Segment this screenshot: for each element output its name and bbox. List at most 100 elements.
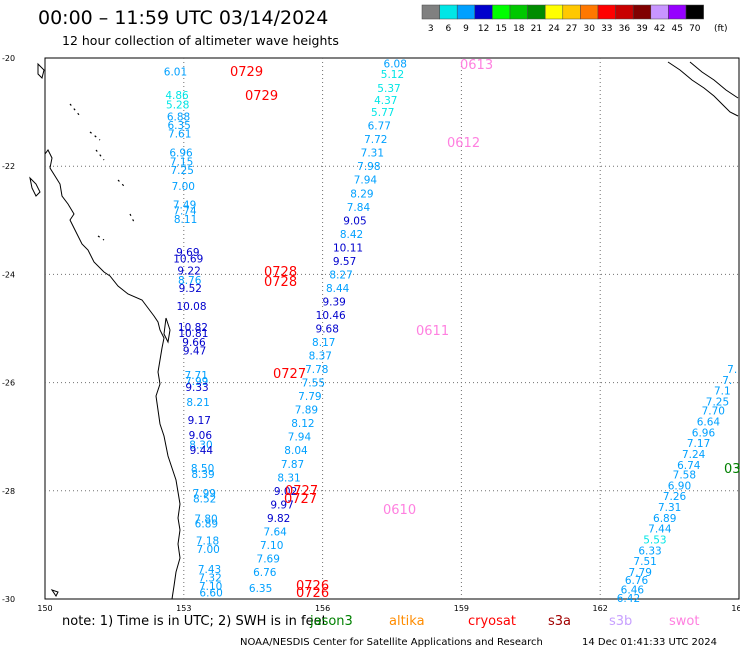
wave-height-label: 6.64 (697, 417, 721, 429)
lon-label: 153 (176, 604, 191, 613)
wave-height-label: 8.50 (191, 463, 214, 475)
scale-label: 15 (495, 24, 506, 34)
scale-label: 6 (446, 24, 452, 34)
wave-height-label: 6.77 (368, 121, 391, 133)
mission-s3a: s3a (548, 614, 571, 629)
lat-label: -20 (2, 54, 15, 63)
wave-height-label: 7.94 (288, 432, 312, 444)
wave-height-label: 9.52 (179, 283, 202, 295)
pass-time-label: 0729 (230, 65, 263, 80)
pass-time-label: 0728 (264, 265, 297, 280)
wave-height-label: 9.33 (185, 382, 208, 394)
lon-label: 162 (593, 604, 608, 613)
wave-height-label: 9.97 (270, 499, 293, 511)
pass-time-label: 0613 (460, 58, 493, 73)
scale-unit-label: (ft) (714, 24, 728, 34)
scale-swatch (668, 4, 687, 20)
island-fraser (163, 317, 171, 344)
wave-height-label: 8.17 (312, 337, 335, 349)
wave-height-label: 8.12 (291, 418, 314, 430)
wave-height-label: 7.71 (185, 370, 208, 382)
wave-height-label: 7.99 (193, 488, 216, 500)
mission-altika: altika (389, 614, 425, 629)
wave-height-label: 7.24 (682, 449, 706, 461)
scale-swatch (439, 4, 458, 20)
wave-height-label: 7.17 (687, 438, 710, 450)
mission-legend: jason3 altika cryosat s3a s3b swot (309, 614, 699, 629)
mission-cryosat: cryosat (468, 614, 516, 629)
wave-height-label: 9.05 (343, 215, 366, 227)
wave-height-label: 4.86 (165, 90, 189, 102)
wave-height-color-scale: 3 6 9 12 15 18 21 24 27 30 33 36 39 42 45 70 (421, 4, 704, 34)
coastline (29, 61, 739, 600)
wave-height-label: 6.01 (164, 67, 187, 79)
wave-height-label: 7.69 (257, 553, 280, 565)
wave-height-label: 9.39 (322, 296, 345, 308)
wave-height-label: 7.49 (173, 200, 196, 212)
wave-height-label: 8.52 (193, 493, 216, 505)
wave-height-label: 7.00 (196, 544, 219, 556)
wave-height-label: 7.79 (629, 567, 652, 579)
pass-time-label: 0726 (296, 579, 329, 594)
wave-height-label: 7.61 (168, 129, 191, 141)
wave-height-label: 7. (727, 364, 737, 376)
scale-swatch (456, 4, 476, 20)
wave-height-label: 7.32 (198, 572, 221, 584)
wave-height-label: 7.51 (633, 556, 656, 568)
lon-label: 150 (37, 604, 52, 613)
wave-height-label: 7. (722, 375, 732, 387)
track-a: 6.01 4.865.286.886.357.61 6.967.157.25 7.00… (164, 67, 223, 600)
wave-height-label: 5.37 (377, 83, 400, 95)
wave-height-label: 8.04 (284, 445, 308, 457)
wave-height-label: 9.66 (182, 337, 206, 349)
scale-label: 30 (583, 24, 595, 34)
scale-swatch (597, 4, 616, 20)
wave-height-label: 7.10 (199, 581, 222, 593)
wave-height-label: 8.27 (329, 269, 352, 281)
wave-height-label: 7.79 (298, 391, 321, 403)
wave-height-label: 8.42 (340, 229, 363, 241)
footer-timestamp: 14 Dec 01:41:33 UTC 2024 (582, 637, 717, 648)
pass-time-label: 0726 (296, 586, 329, 601)
wave-height-label: 8.39 (191, 469, 214, 481)
scale-swatch (527, 4, 546, 20)
wave-height-label: 7.26 (663, 491, 687, 503)
pass-time-label: 0728 (264, 275, 297, 290)
pass-time-label: 0611 (416, 324, 449, 339)
wave-height-label: 8.11 (174, 214, 197, 226)
wave-height-label: 6.42 (617, 593, 640, 605)
mission-s3b: s3b (609, 614, 632, 629)
pass-times: 0729072907280728072707270727072607260613… (230, 58, 740, 601)
wave-height-label: 4.37 (374, 95, 397, 107)
wave-height-label: 5.53 (643, 534, 666, 546)
reef-dots (69, 103, 135, 241)
footer-note: note: 1) Time is in UTC; 2) SWH is in fe… (62, 614, 327, 629)
scale-label: 36 (619, 24, 631, 34)
scale-label: 39 (636, 24, 648, 34)
wave-height-label: 7.98 (357, 161, 380, 173)
wave-height-label: 7.72 (364, 134, 387, 146)
scale-label: 24 (548, 24, 560, 34)
wave-height-label: 9.06 (189, 430, 213, 442)
wave-height-label: 7.25 (171, 165, 194, 177)
scale-label: 45 (671, 24, 682, 34)
wave-height-label: 10.81 (178, 328, 208, 340)
wave-height-label: 7.80 (194, 513, 217, 525)
wave-height-label: 7.1 (714, 386, 731, 398)
pass-time-label: 0612 (447, 136, 480, 151)
lat-label: -22 (2, 162, 15, 171)
wave-height-label: 7.00 (172, 181, 195, 193)
mission-jason3: jason3 (309, 614, 353, 629)
wave-height-label: 6.89 (653, 513, 676, 525)
scale-swatch (544, 4, 564, 20)
wave-height-label: 10.46 (316, 310, 346, 322)
wave-height-label: 9.22 (177, 266, 200, 278)
wave-height-label: 6.96 (692, 427, 716, 439)
wave-height-label: 9.47 (183, 346, 206, 358)
wave-height-label: 8.31 (277, 472, 300, 484)
wave-height-label: 10.08 (176, 301, 206, 313)
scale-swatch (615, 4, 634, 20)
wave-height-label: 8.21 (186, 397, 209, 409)
south-islet (50, 589, 59, 597)
track-b: 6.085.12 5.374.375.77 6.777.72 7.317.98 7.94… (249, 58, 407, 595)
